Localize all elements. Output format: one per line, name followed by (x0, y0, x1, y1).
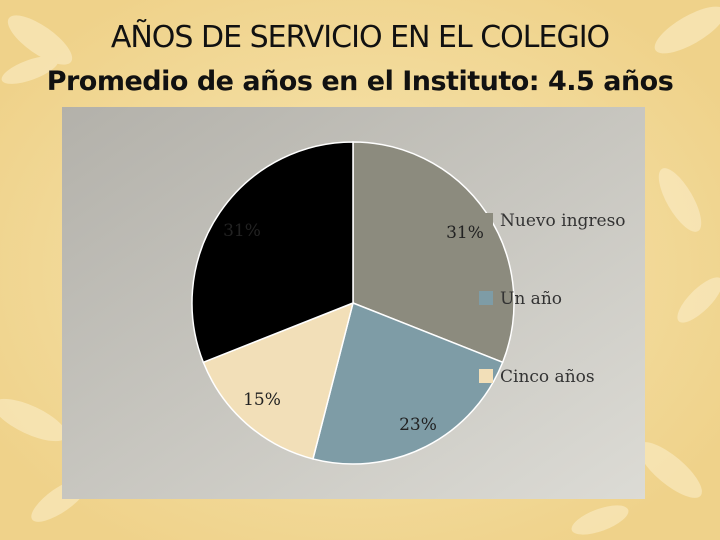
legend-swatch (479, 291, 493, 305)
legend-entry: Un año (479, 289, 562, 309)
legend-label: Cinco años (500, 367, 595, 387)
slice-data-label: 15% (243, 390, 281, 410)
pie-slice (312, 301, 504, 465)
pie-slice (202, 301, 355, 460)
legend-label: Un año (500, 289, 562, 309)
pie-slice (191, 141, 354, 364)
legend-swatch (479, 369, 493, 383)
legend-entry: Nuevo ingreso (479, 211, 626, 231)
slide-title: AÑOS DE SERVICIO EN EL COLEGIO (110, 20, 610, 55)
slide-subtitle: Promedio de años en el Instituto: 4.5 añ… (46, 66, 674, 97)
slice-data-label: 31% (223, 221, 261, 241)
pie-slice (352, 141, 515, 364)
slice-data-label: 23% (399, 415, 437, 435)
legend-entry: Cinco años (479, 367, 595, 387)
legend-label: Nuevo ingreso (500, 211, 626, 231)
slice-data-label: 31% (446, 223, 484, 243)
legend-swatch (479, 213, 493, 227)
